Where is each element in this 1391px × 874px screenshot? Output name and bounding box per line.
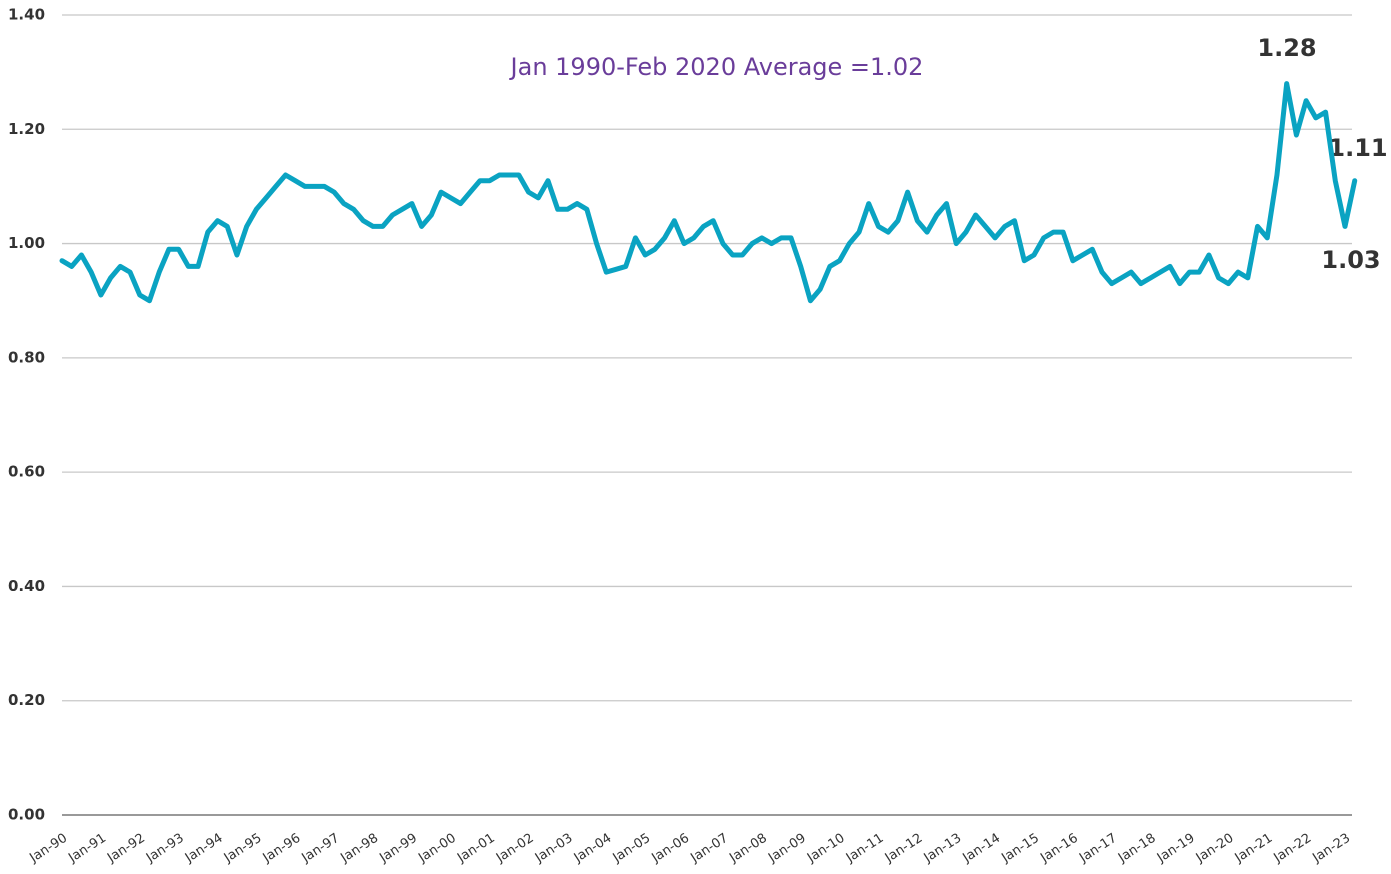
x-tick-label: Jan-11 (843, 831, 887, 867)
x-tick-label: Jan-12 (882, 831, 926, 867)
x-tick-label: Jan-01 (454, 831, 498, 867)
y-tick-label: 1.40 (8, 6, 45, 24)
x-tick-label: Jan-06 (649, 831, 693, 867)
x-tick-label: Jan-94 (182, 831, 226, 867)
y-tick-label: 1.00 (8, 234, 45, 252)
x-tick-label: Jan-07 (687, 831, 731, 867)
annotation: 1.28 (1257, 34, 1316, 62)
x-tick-label: Jan-10 (804, 831, 848, 867)
x-tick-label: Jan-92 (104, 831, 148, 867)
x-tick-label: Jan-05 (610, 831, 654, 867)
x-tick-label: Jan-17 (1076, 831, 1120, 867)
x-tick-label: Jan-21 (1232, 831, 1276, 867)
x-tick-label: Jan-19 (1154, 831, 1198, 867)
x-tick-label: Jan-18 (1115, 831, 1159, 867)
annotation: 1.03 (1321, 246, 1380, 274)
y-tick-label: 0.20 (8, 691, 45, 709)
chart-subtitle: Jan 1990-Feb 2020 Average =1.02 (509, 53, 924, 81)
x-tick-label: Jan-97 (299, 831, 343, 867)
x-tick-label: Jan-95 (221, 831, 265, 867)
x-tick-label: Jan-09 (765, 831, 809, 867)
x-tick-label: Jan-96 (260, 831, 304, 867)
x-tick-label: Jan-14 (960, 831, 1004, 867)
x-tick-label: Jan-04 (571, 831, 615, 867)
x-tick-label: Jan-99 (376, 831, 420, 867)
y-tick-label: 0.60 (8, 463, 45, 481)
y-tick-label: 0.40 (8, 577, 45, 595)
x-tick-label: Jan-98 (337, 831, 381, 867)
x-tick-label: Jan-00 (415, 831, 459, 867)
x-tick-label: Jan-93 (143, 831, 187, 867)
y-tick-label: 0.00 (8, 806, 45, 824)
y-tick-label: 1.20 (8, 120, 45, 138)
x-tick-label: Jan-16 (1037, 831, 1081, 867)
x-tick-label: Jan-08 (726, 831, 770, 867)
x-tick-label: Jan-91 (65, 831, 109, 867)
x-tick-label: Jan-02 (493, 831, 537, 867)
y-tick-label: 0.80 (8, 348, 45, 366)
x-tick-label: Jan-20 (1193, 831, 1237, 867)
line (59, 81, 1358, 304)
x-tick-label: Jan-03 (532, 831, 576, 867)
x-tick-label: Jan-15 (998, 831, 1042, 867)
annotation: 1.11 (1328, 134, 1387, 162)
x-tick-label: Jan-90 (26, 831, 70, 867)
x-tick-label: Jan-13 (921, 831, 965, 867)
x-tick-label: Jan-22 (1271, 831, 1315, 867)
x-tick-label: Jan-23 (1309, 831, 1353, 867)
